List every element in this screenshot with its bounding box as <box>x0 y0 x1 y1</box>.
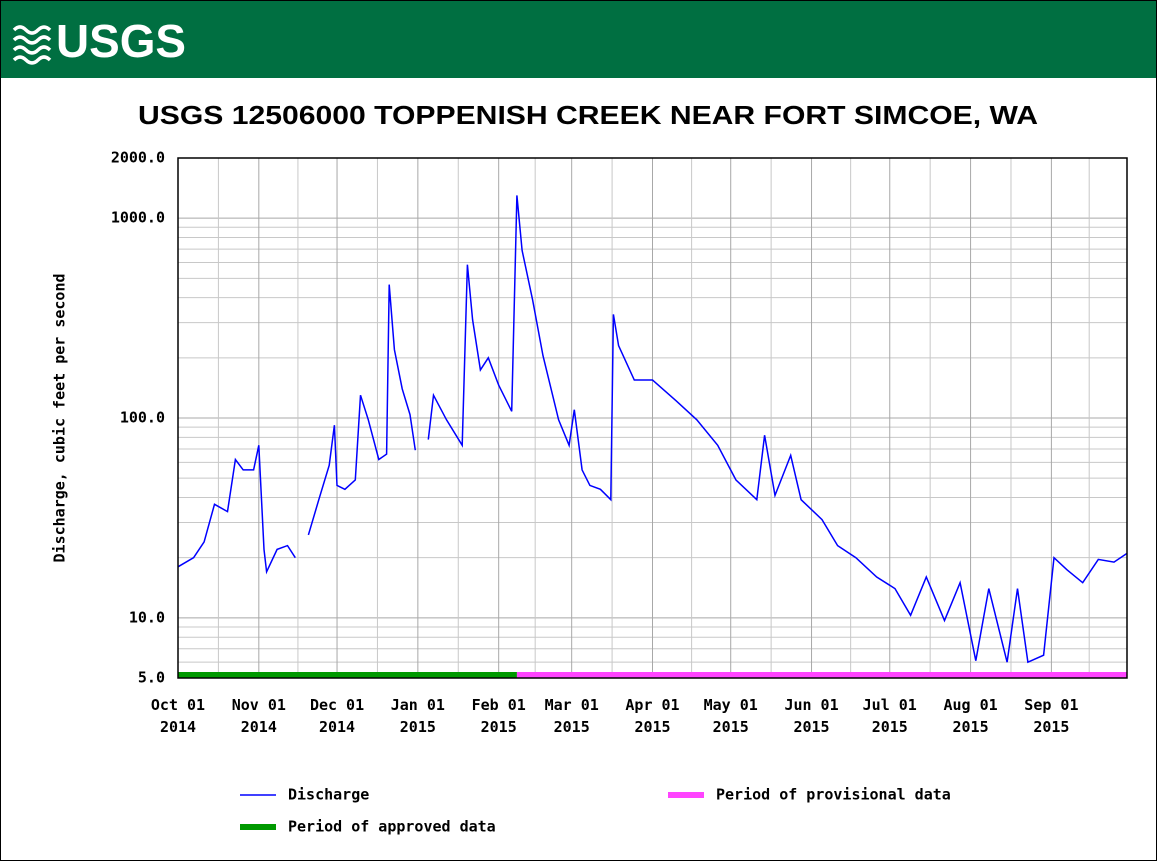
period-bar <box>516 672 1127 678</box>
x-tick-label: Nov 01 2014 <box>231 696 286 736</box>
y-axis-label: Discharge, cubic feet per second <box>51 274 69 563</box>
legend-swatch <box>240 824 276 830</box>
y-tick-label: 1000.0 <box>111 209 165 227</box>
x-tick-label: Jan 01 2015 <box>390 696 445 736</box>
y-tick-label: 100.0 <box>120 409 165 427</box>
period-bar <box>178 672 517 678</box>
discharge-line <box>177 195 1128 664</box>
legend-label: Period of provisional data <box>716 786 951 804</box>
x-tick-label: Dec 01 2014 <box>309 696 365 736</box>
x-tick-label: Sep 01 2015 <box>1024 696 1079 736</box>
x-tick-label: May 01 2015 <box>703 696 758 736</box>
logo-text: USGS <box>56 15 186 67</box>
x-tick-label: Jul 01 2015 <box>862 696 917 736</box>
plot-border <box>177 157 1128 679</box>
logo-waves <box>12 25 52 65</box>
legend-swatch <box>668 792 704 798</box>
x-tick-label: Jun 01 2015 <box>784 696 839 736</box>
x-tick-label: Feb 01 2015 <box>471 696 526 736</box>
legend-label: Discharge <box>288 786 369 804</box>
header-bar <box>1 1 1156 78</box>
y-tick-label: 5.0 <box>138 669 165 687</box>
legend-label: Period of approved data <box>288 818 496 836</box>
chart-title: USGS 12506000 TOPPENISH CREEK NEAR FORT … <box>138 100 1038 130</box>
x-tick-label: Apr 01 2015 <box>625 696 680 736</box>
x-tick-label: Mar 01 2015 <box>544 696 599 736</box>
x-tick-label: Aug 01 2015 <box>943 696 998 736</box>
y-tick-label: 2000.0 <box>111 149 165 167</box>
y-tick-label: 10.0 <box>129 608 165 626</box>
x-tick-label: Oct 01 2014 <box>150 696 206 736</box>
